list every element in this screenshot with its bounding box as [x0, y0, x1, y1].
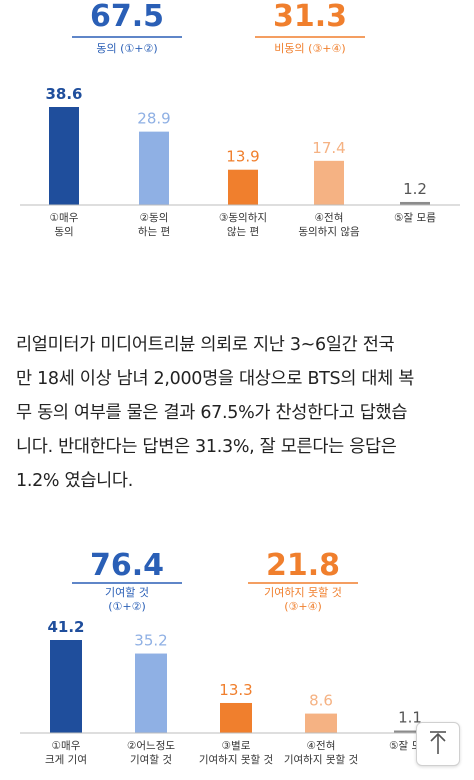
bar — [400, 201, 430, 205]
category-label: ④전혀 기여하지 못할 것 — [284, 740, 358, 766]
article-line: 1.2% 였습니다. — [16, 471, 133, 491]
bar-value-label: 35.2 — [134, 632, 167, 650]
category-label: ⑤잘 모름 — [394, 212, 436, 224]
group-total-value: 76.4 — [90, 548, 164, 583]
arrow-up-icon — [430, 731, 446, 754]
bar — [220, 702, 252, 733]
group-label: 동의 (①+②) — [96, 42, 157, 55]
survey-chart-contribution: 76.4 기여할 것 (①+②) 21.8 기여하지 못할 것 (③+④) 41.2 ①매우 크… — [0, 530, 474, 780]
bar-value-label: 17.4 — [312, 139, 345, 157]
category-label: ②동의 하는 편 — [138, 212, 170, 238]
bar-value-label: 38.6 — [45, 85, 82, 103]
bar-value-label: 1.1 — [398, 709, 422, 727]
category-label: ③동의하지 않는 편 — [219, 211, 267, 238]
bar-value-label: 1.2 — [403, 180, 427, 198]
bar-value-label: 28.9 — [137, 110, 170, 128]
group-total-value: 31.3 — [273, 0, 347, 34]
bar — [314, 160, 344, 205]
bar-chart-agree-svg: 67.5 동의 (①+②) 31.3 비동의 (③+④) 38.6 ①매우 동의 28.9 ②동… — [20, 0, 460, 238]
group-total-value: 21.8 — [266, 548, 340, 583]
group-label: 기여하지 못할 것 (③+④) — [264, 585, 342, 613]
group-label: 비동의 (③+④) — [274, 42, 345, 55]
bar — [394, 730, 426, 733]
category-label: ③별로 기여하지 못할 것 — [199, 740, 273, 766]
category-label: ①매우 크게 기여 — [45, 740, 87, 766]
group-label: 기여할 것 (①+②) — [105, 586, 149, 613]
bar-value-label: 13.9 — [226, 148, 259, 166]
bar-value-label: 13.3 — [219, 681, 252, 699]
scroll-to-top-button[interactable] — [416, 722, 460, 766]
bar — [135, 653, 167, 733]
bar — [139, 131, 169, 205]
survey-chart-agree: 67.5 동의 (①+②) 31.3 비동의 (③+④) 38.6 ①매우 동의 28.9 ②동… — [0, 0, 474, 260]
article-text: 리얼미터가 미디어트리뷴 의뢰로 지난 3~6일간 전국 만 18세 이상 남녀… — [16, 328, 461, 498]
category-label: ①매우 동의 — [50, 212, 79, 238]
article-line: 무 동의 여부를 물은 결과 67.5%가 찬성한다고 답했습 — [16, 403, 408, 423]
category-label: ④전혀 동의하지 않음 — [298, 212, 360, 238]
bar — [228, 169, 258, 205]
article-line: 니다. 반대한다는 답변은 31.3%, 잘 모른다는 응답은 — [16, 437, 397, 457]
bar-value-label: 8.6 — [309, 692, 333, 710]
article-line: 만 18세 이상 남녀 2,000명을 대상으로 BTS의 대체 복 — [16, 369, 415, 389]
category-label: ②어느정도 기여할 것 — [127, 740, 175, 766]
bar — [49, 107, 79, 205]
bar-value-label: 41.2 — [47, 618, 84, 636]
article-line: 리얼미터가 미디어트리뷴 의뢰로 지난 3~6일간 전국 — [16, 335, 395, 355]
bar — [50, 640, 82, 733]
bar — [305, 713, 337, 733]
group-total-value: 67.5 — [90, 0, 164, 34]
